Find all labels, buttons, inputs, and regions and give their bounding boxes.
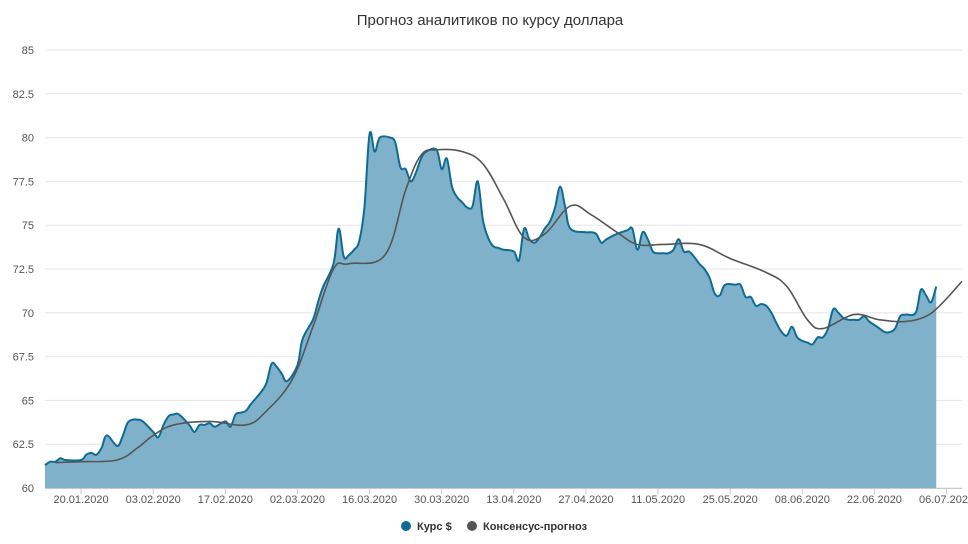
y-tick-label: 82.5 [13,89,34,101]
y-tick-label: 72.5 [13,264,34,276]
legend-label: Курс $ [417,521,452,533]
series-usd-rate-line [44,130,938,467]
x-tick-label: 25.05.2020 [703,494,758,506]
series-layer [44,130,963,489]
y-tick-label: 77.5 [13,176,34,188]
x-tick-label: 03.02.2020 [126,494,181,506]
series-consensus-line [55,148,963,464]
legend-label: Консенсус-прогноз [483,521,588,533]
y-tick-label: 60 [22,483,34,495]
x-tick-label: 20.01.2020 [54,494,109,506]
x-tick-label: 08.06.2020 [775,494,830,506]
y-tick-label: 70 [22,308,34,320]
chart-title: Прогноз аналитиков по курсу доллара [357,12,624,29]
x-tick-label: 17.02.2020 [198,494,253,506]
legend-marker [401,521,411,531]
x-tick-label: 13.04.2020 [486,494,541,506]
y-tick-label: 80 [22,133,34,145]
series-usd-rate-area [45,131,937,489]
x-tick-label: 02.03.2020 [270,494,325,506]
x-tick-label: 06.07.2020 [919,494,968,506]
x-tick-label: 16.03.2020 [342,494,397,506]
x-tick-label: 30.03.2020 [414,494,469,506]
y-tick-label: 67.5 [13,352,34,364]
y-tick-label: 62.5 [13,439,34,451]
legend-marker [467,521,477,531]
axis-layer: 60 62.5 65 67.5 70 72.5 75 77.5 80 82.5 85 20.01.20… [13,45,968,506]
x-tick-label: 27.04.2020 [558,494,613,506]
legend-item-usd-rate[interactable]: Курс $ [401,521,452,533]
legend-item-consensus[interactable]: Консенсус-прогноз [467,521,588,533]
y-tick-label: 85 [22,45,34,57]
x-tick-label: 11.05.2020 [631,494,685,506]
legend: Курс $ Консенсус-прогноз [401,521,588,533]
y-tick-label: 65 [22,395,34,407]
y-tick-label: 75 [22,220,34,232]
x-tick-label: 22.06.2020 [847,494,902,506]
